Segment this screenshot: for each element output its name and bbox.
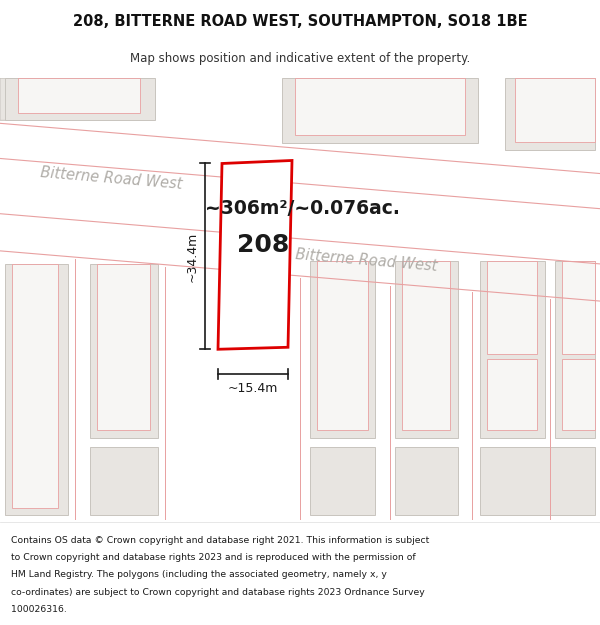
Polygon shape <box>562 261 595 354</box>
Polygon shape <box>90 447 158 515</box>
Text: ~15.4m: ~15.4m <box>228 382 278 396</box>
Polygon shape <box>487 261 537 354</box>
Polygon shape <box>317 261 368 429</box>
Polygon shape <box>18 78 140 113</box>
Text: 208, BITTERNE ROAD WEST, SOUTHAMPTON, SO18 1BE: 208, BITTERNE ROAD WEST, SOUTHAMPTON, SO… <box>73 14 527 29</box>
Polygon shape <box>218 161 292 349</box>
Text: Contains OS data © Crown copyright and database right 2021. This information is : Contains OS data © Crown copyright and d… <box>11 536 429 545</box>
Polygon shape <box>505 78 595 151</box>
Polygon shape <box>402 261 450 429</box>
Polygon shape <box>282 78 478 143</box>
Text: 100026316.: 100026316. <box>11 605 67 614</box>
Text: to Crown copyright and database rights 2023 and is reproduced with the permissio: to Crown copyright and database rights 2… <box>11 553 415 562</box>
Text: ~34.4m: ~34.4m <box>186 231 199 281</box>
Text: Bitterne Road West: Bitterne Road West <box>295 247 438 274</box>
Polygon shape <box>480 261 545 438</box>
Polygon shape <box>310 447 375 515</box>
Text: co-ordinates) are subject to Crown copyright and database rights 2023 Ordnance S: co-ordinates) are subject to Crown copyr… <box>11 588 425 597</box>
Polygon shape <box>90 264 158 438</box>
Text: Map shows position and indicative extent of the property.: Map shows position and indicative extent… <box>130 52 470 65</box>
Polygon shape <box>515 78 595 142</box>
Polygon shape <box>480 447 595 515</box>
Text: 208: 208 <box>237 233 289 257</box>
Polygon shape <box>12 264 58 508</box>
Polygon shape <box>97 264 150 429</box>
Polygon shape <box>0 78 100 120</box>
Polygon shape <box>395 261 458 438</box>
Polygon shape <box>0 78 100 112</box>
Polygon shape <box>555 261 595 438</box>
Polygon shape <box>310 261 375 438</box>
Polygon shape <box>5 78 155 120</box>
Text: Bitterne Road West: Bitterne Road West <box>40 165 183 192</box>
Text: ~306m²/~0.076ac.: ~306m²/~0.076ac. <box>205 199 400 218</box>
Polygon shape <box>487 359 537 429</box>
Polygon shape <box>395 447 458 515</box>
Polygon shape <box>562 359 595 429</box>
Polygon shape <box>5 264 68 515</box>
Text: HM Land Registry. The polygons (including the associated geometry, namely x, y: HM Land Registry. The polygons (includin… <box>11 571 386 579</box>
Polygon shape <box>295 78 465 136</box>
